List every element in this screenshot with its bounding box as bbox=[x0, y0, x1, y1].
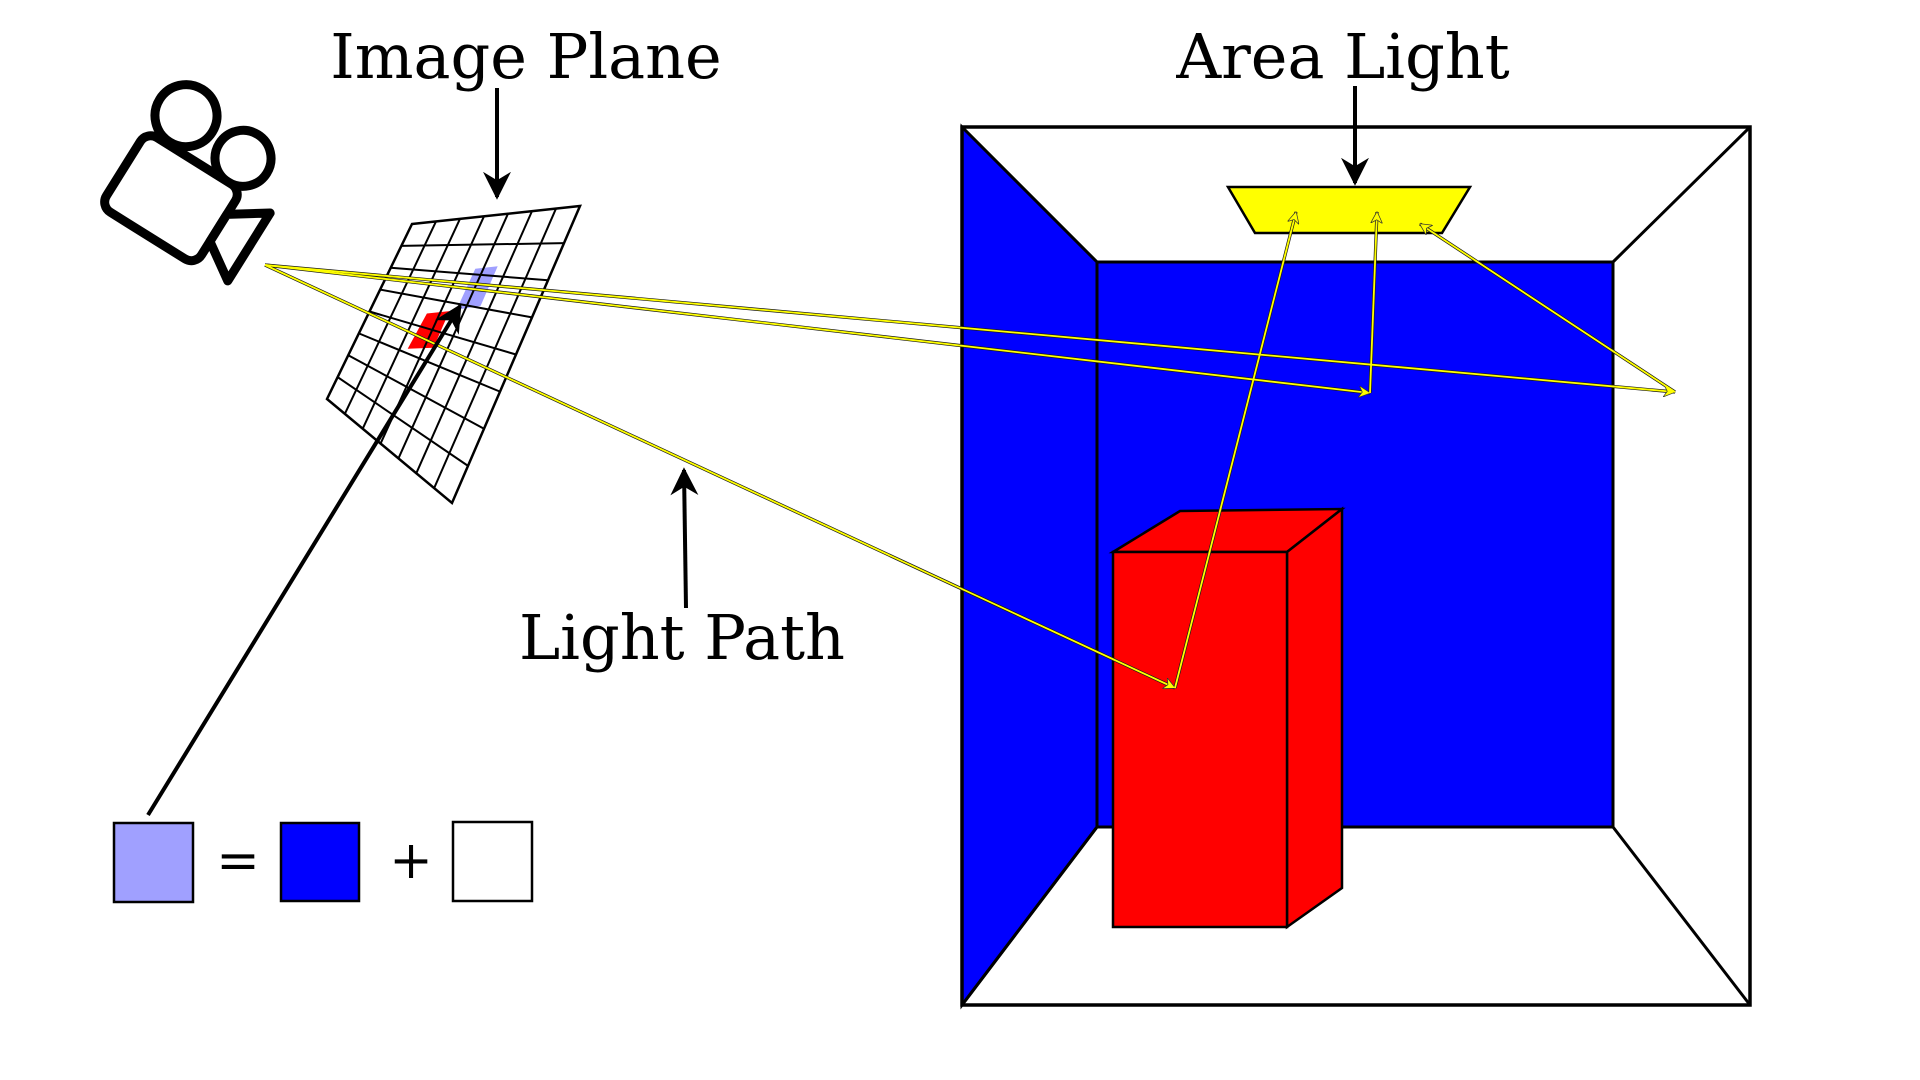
light-path-camera-to-rightwall bbox=[264, 264, 1675, 392]
movie-camera-icon bbox=[100, 80, 276, 286]
light-path-label: Light Path bbox=[519, 601, 845, 674]
image-plane-border bbox=[325, 204, 582, 506]
light-path-box-to-light bbox=[1174, 212, 1296, 689]
room-edge-bottom-left bbox=[960, 826, 1099, 1006]
light-path-camera-to-box bbox=[264, 264, 1175, 688]
room-edge-top-right bbox=[1611, 125, 1752, 264]
grid-row-line bbox=[358, 332, 501, 393]
room bbox=[960, 123, 1752, 1010]
plus-sign: + bbox=[389, 831, 433, 891]
area-light-panel bbox=[1225, 185, 1473, 235]
light-path-rightwall-to-light bbox=[1420, 224, 1676, 393]
red-box-side bbox=[1285, 506, 1344, 930]
swatch-lavender bbox=[112, 821, 195, 904]
red-box bbox=[1108, 506, 1346, 930]
annotation-arrows bbox=[146, 86, 1369, 817]
image-plane-label: Image Plane bbox=[330, 20, 721, 93]
grid-row-line bbox=[379, 288, 533, 319]
equals-sign: = bbox=[216, 831, 260, 891]
grid-row-line bbox=[401, 242, 565, 247]
left-wall bbox=[960, 123, 1099, 1010]
swatch-blue bbox=[279, 821, 361, 903]
light-path-camera-to-backwall bbox=[264, 264, 1370, 393]
red-box-front bbox=[1111, 550, 1289, 929]
light-paths-inner bbox=[264, 212, 1676, 689]
light-path-backwall-to-light bbox=[1369, 212, 1377, 394]
light-path-arrow bbox=[670, 467, 699, 609]
pixel-pointer-arrow bbox=[146, 303, 462, 817]
swatch-white bbox=[451, 820, 534, 903]
area-light-label: Area Light bbox=[1175, 20, 1509, 93]
grid-row-line bbox=[390, 266, 549, 282]
grid-row-line bbox=[337, 376, 469, 467]
image-plane-grid bbox=[337, 208, 565, 489]
room-edge-bottom-right bbox=[1611, 826, 1752, 1006]
color-equation: = + bbox=[112, 820, 534, 904]
grid-row-line bbox=[347, 354, 485, 430]
